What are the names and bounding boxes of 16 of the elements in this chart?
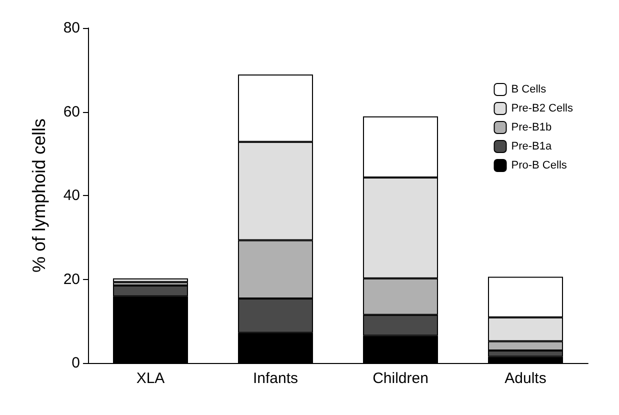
y-axis-title: % of lymphoid cells: [29, 118, 49, 273]
x-tick-label: Infants: [252, 370, 298, 387]
x-tick-label: Adults: [504, 370, 546, 387]
x-tick-label: XLA: [136, 370, 165, 387]
y-tick-label: 60: [63, 103, 80, 120]
legend-label: Pre-B1a: [511, 140, 552, 152]
y-tick-label: 40: [63, 187, 80, 204]
legend-label: Pre-B2 Cells: [511, 102, 574, 114]
y-tick-label: 80: [63, 20, 80, 36]
y-tick-label: 0: [72, 354, 80, 372]
legend-label: Pre-B1b: [511, 122, 552, 134]
bar: [113, 278, 188, 282]
legend-label: B Cells: [511, 84, 547, 96]
legend-label: Pro-B Cells: [511, 160, 568, 172]
x-tick-label: Children: [372, 370, 428, 387]
y-tick-label: 20: [63, 270, 80, 288]
